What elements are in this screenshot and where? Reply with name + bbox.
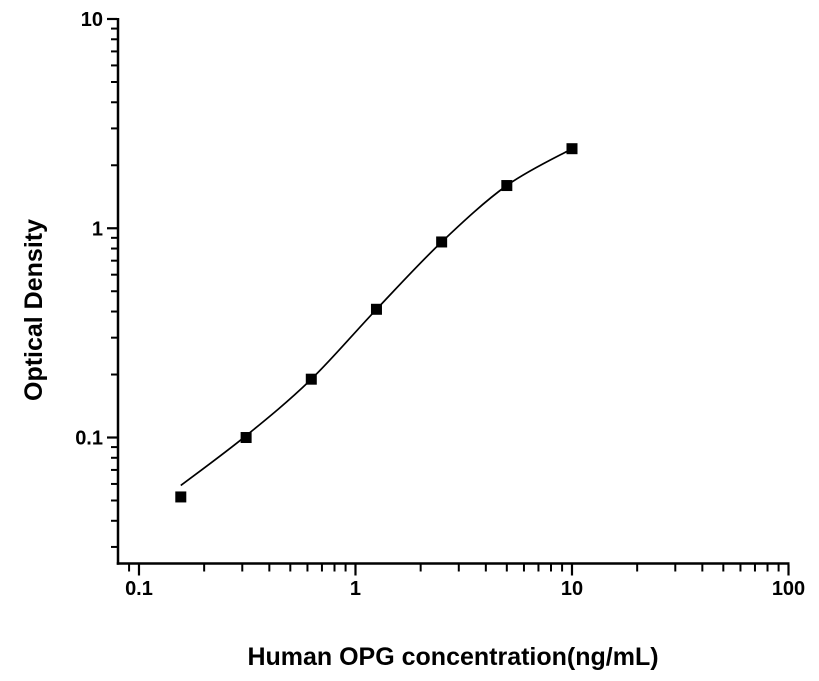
data-points bbox=[175, 143, 578, 503]
axis-ticks bbox=[107, 17, 790, 576]
y-tick-label: 10 bbox=[81, 9, 103, 31]
y-tick-label: 1 bbox=[92, 218, 103, 240]
axes bbox=[116, 18, 790, 565]
y-tick-label: 0.1 bbox=[75, 428, 103, 450]
x-axis-title: Human OPG concentration(ng/mL) bbox=[247, 643, 659, 671]
data-point-marker bbox=[305, 373, 317, 385]
x-tick-label: 10 bbox=[561, 578, 583, 600]
axis-tick-labels: 0.1 1 10 100 0.1 1 10 bbox=[75, 9, 805, 600]
data-point-marker bbox=[501, 180, 513, 192]
data-point-marker bbox=[566, 143, 578, 155]
x-tick-label: 0.1 bbox=[125, 578, 153, 600]
data-point-marker bbox=[240, 432, 252, 444]
x-tick-label: 1 bbox=[350, 578, 361, 600]
x-tick-label: 100 bbox=[772, 578, 805, 600]
data-point-marker bbox=[436, 236, 448, 248]
fit-curve-path bbox=[180, 147, 573, 487]
fit-curve bbox=[180, 147, 573, 487]
data-point-marker bbox=[175, 491, 187, 503]
y-axis-title: Optical Density bbox=[20, 219, 48, 401]
data-point-marker bbox=[370, 303, 382, 315]
